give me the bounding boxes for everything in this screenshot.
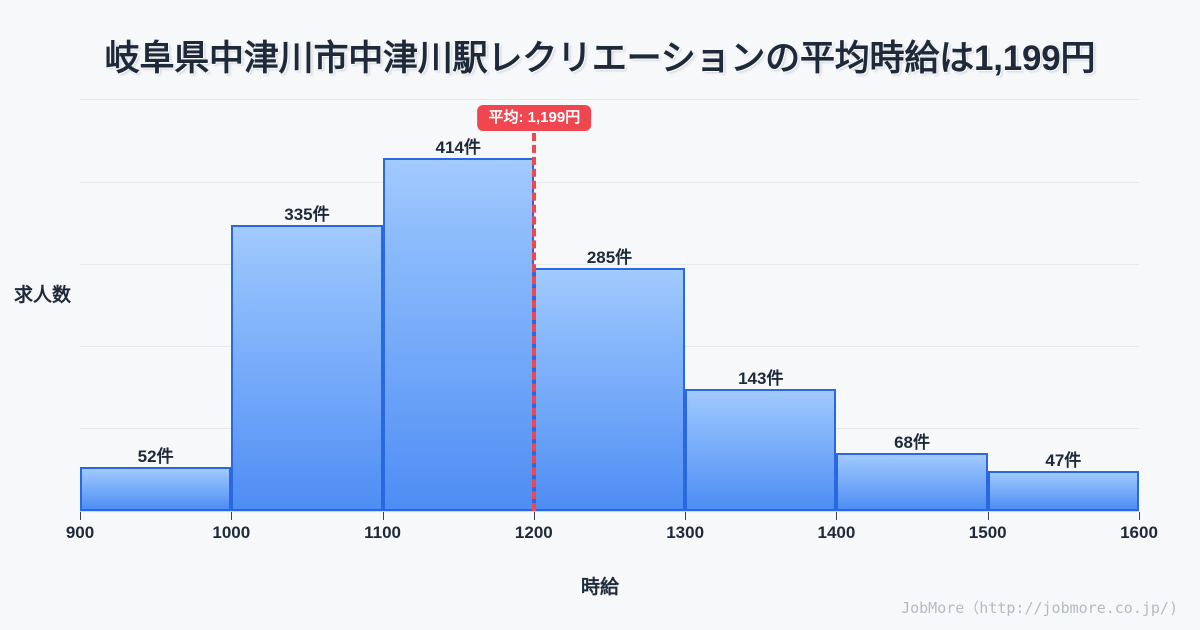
x-axis-tick-label: 1500 [968, 523, 1007, 542]
x-axis-tick-label: 1600 [1120, 523, 1158, 542]
bar-value-label: 68件 [894, 432, 931, 452]
page-title: 岐阜県中津川市中津川駅レクリエーションの平均時給は1,199円 [104, 39, 1096, 78]
histogram-bar [382, 157, 534, 511]
bar-value-label: 414件 [435, 137, 481, 157]
average-badge: 平均: 1,199円 [477, 105, 592, 132]
x-axis-tick-label: 1200 [514, 523, 553, 542]
bar-value-label: 285件 [586, 247, 633, 267]
x-axis-tick [987, 512, 989, 520]
x-axis-tick-label: 1100 [364, 523, 402, 542]
x-axis-title: 時給 [580, 577, 619, 598]
histogram-bar [80, 466, 232, 511]
bar-value-label: 143件 [738, 369, 784, 389]
bar-value-label: 47件 [1045, 450, 1082, 470]
bar-value-label: 52件 [137, 446, 174, 466]
y-axis-title: 求人数 [14, 285, 72, 306]
x-axis-tick [685, 512, 687, 520]
gridline [80, 181, 1139, 183]
x-axis-tick-label: 1000 [212, 523, 251, 542]
x-axis-line [80, 511, 1139, 512]
x-axis-tick-label: 1300 [666, 523, 705, 542]
histogram-bar [836, 452, 988, 511]
gridline [80, 99, 1139, 100]
average-line [532, 133, 537, 511]
histogram-bar [231, 225, 383, 511]
histogram-bar [533, 267, 686, 511]
gridline [80, 263, 1139, 265]
x-axis-tick-label: 900 [65, 523, 95, 542]
x-axis-tick-label: 1400 [817, 523, 856, 542]
histogram-bar [685, 389, 837, 511]
x-axis-tick [231, 512, 233, 520]
histogram-bar [987, 470, 1139, 511]
x-axis-tick [533, 512, 535, 520]
x-axis-tick [80, 512, 81, 520]
footer-watermark: JobMore（http://jobmore.co.jp/) [901, 599, 1178, 617]
x-axis-tick [382, 512, 384, 520]
x-axis-tick [836, 512, 838, 520]
x-axis-tick [1139, 512, 1140, 520]
bar-value-label: 335件 [284, 205, 330, 225]
